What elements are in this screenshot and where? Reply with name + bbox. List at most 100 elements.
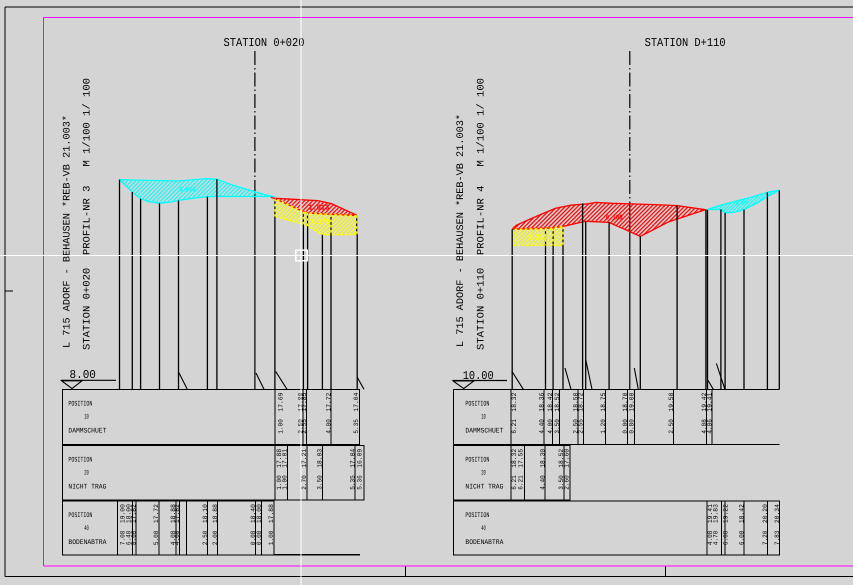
svg-text:2.60: 2.60: [564, 475, 571, 490]
svg-text:4.00: 4.00: [325, 419, 332, 434]
svg-text:5.00: 5.00: [153, 531, 160, 546]
svg-text:0.00: 0.00: [622, 419, 629, 434]
svg-text:POSITION: POSITION: [465, 457, 489, 465]
svg-text:8.00: 8.00: [131, 531, 138, 546]
svg-text:3.50: 3.50: [317, 475, 324, 490]
svg-text:1.013: 1.013: [308, 203, 329, 212]
svg-text:NICHT TRAG: NICHT TRAG: [68, 484, 106, 492]
svg-text:18.40: 18.40: [250, 504, 257, 523]
svg-text:17.55: 17.55: [517, 449, 524, 468]
svg-text:20: 20: [84, 470, 89, 478]
svg-text:2.50: 2.50: [573, 419, 580, 434]
svg-text:6.21: 6.21: [517, 475, 524, 490]
svg-text:17.04: 17.04: [353, 393, 360, 412]
svg-text:0.08: 0.08: [250, 531, 257, 546]
svg-text:7.83: 7.83: [774, 531, 781, 546]
svg-text:17.60: 17.60: [564, 449, 571, 468]
svg-text:4.08: 4.08: [707, 531, 714, 546]
svg-text:18.42: 18.42: [547, 393, 554, 412]
svg-text:17.01: 17.01: [282, 449, 289, 468]
svg-text:18.88: 18.88: [212, 504, 219, 523]
svg-text:2.55: 2.55: [578, 419, 585, 434]
svg-text:18.52: 18.52: [554, 393, 561, 412]
svg-text:20.34: 20.34: [774, 504, 781, 523]
svg-text:4.40: 4.40: [539, 419, 546, 434]
svg-text:7.08: 7.08: [119, 531, 126, 546]
svg-text:NICHT TRAG: NICHT TRAG: [465, 484, 503, 492]
svg-text:17.04: 17.04: [349, 449, 356, 468]
svg-text:2.50: 2.50: [668, 419, 675, 434]
svg-text:DAMMSCHUET: DAMMSCHUET: [68, 427, 106, 435]
svg-text:16.09: 16.09: [357, 449, 364, 468]
svg-text:L 715 ADORF - BEHAUSEN *REB-VB: L 715 ADORF - BEHAUSEN *REB-VB 21.003*: [455, 114, 467, 347]
svg-text:POSITION: POSITION: [465, 401, 489, 409]
svg-text:6.21: 6.21: [511, 419, 518, 434]
svg-text:2.70: 2.70: [301, 475, 308, 490]
svg-text:5.35: 5.35: [349, 475, 356, 490]
svg-text:DAMMSCHUET: DAMMSCHUET: [465, 427, 503, 435]
svg-text:6.00: 6.00: [739, 531, 746, 546]
svg-text:18.32: 18.32: [511, 449, 518, 468]
svg-text:2.55: 2.55: [301, 419, 308, 434]
svg-text:7.20: 7.20: [762, 531, 769, 546]
svg-text:18.00: 18.00: [126, 504, 133, 523]
svg-text:1.00: 1.00: [276, 475, 283, 490]
svg-text:18.36: 18.36: [539, 393, 546, 412]
svg-text:17.69: 17.69: [277, 393, 284, 412]
svg-text:4.08: 4.08: [170, 531, 177, 546]
svg-text:STATION 0+020: STATION 0+020: [224, 36, 305, 50]
svg-text:18.75: 18.75: [600, 393, 607, 412]
svg-text:19.83: 19.83: [713, 504, 720, 523]
svg-text:18.10: 18.10: [202, 504, 209, 523]
svg-text:18.32: 18.32: [511, 393, 518, 412]
svg-text:1.00: 1.00: [268, 531, 275, 546]
svg-text:19.41: 19.41: [707, 504, 714, 523]
svg-text:6.21: 6.21: [511, 475, 518, 490]
svg-text:1.20: 1.20: [600, 419, 607, 434]
svg-text:40: 40: [84, 525, 89, 533]
svg-text:17.82: 17.82: [174, 504, 181, 523]
svg-text:20.20: 20.20: [762, 504, 769, 523]
svg-text:BODENABTRA: BODENABTRA: [465, 539, 504, 547]
svg-text:19.42: 19.42: [701, 393, 708, 412]
svg-text:POSITION: POSITION: [68, 401, 92, 409]
svg-text:18.72: 18.72: [578, 393, 585, 412]
svg-text:1.00: 1.00: [282, 475, 289, 490]
svg-text:4.06: 4.06: [707, 419, 714, 434]
svg-text:10: 10: [84, 413, 89, 421]
svg-text:L 715 ADORF - BEHAUSEN *REB-VB: L 715 ADORF - BEHAUSEN *REB-VB 21.003*: [62, 115, 74, 348]
svg-text:0.314: 0.314: [529, 234, 548, 243]
svg-text:18.88: 18.88: [170, 504, 177, 523]
svg-text:20: 20: [481, 470, 486, 478]
svg-text:6.40: 6.40: [126, 531, 133, 546]
svg-text:10: 10: [481, 413, 486, 421]
svg-text:5.36: 5.36: [357, 475, 364, 490]
svg-text:0.054: 0.054: [735, 198, 749, 208]
svg-text:4.173: 4.173: [311, 218, 330, 227]
svg-text:POSITION: POSITION: [68, 457, 92, 465]
svg-text:2.50: 2.50: [202, 531, 209, 546]
svg-text:10.00: 10.00: [463, 369, 494, 383]
svg-text:17.21: 17.21: [301, 449, 308, 468]
svg-text:5.35: 5.35: [353, 419, 360, 434]
svg-text:1.00: 1.00: [277, 419, 284, 434]
svg-text:18.03: 18.03: [317, 449, 324, 468]
svg-text:18.30: 18.30: [540, 449, 547, 468]
svg-text:3.50: 3.50: [554, 419, 561, 434]
svg-text:18.00: 18.00: [256, 504, 263, 523]
svg-text:18.52: 18.52: [558, 449, 565, 468]
svg-text:STATION 0+020 PROFIL-NR 3 M: STATION 0+020 PROFIL-NR 3 M 1/100 1/ 100: [82, 78, 94, 350]
svg-text:18.42: 18.42: [739, 504, 746, 523]
svg-text:17.85: 17.85: [301, 393, 308, 412]
svg-text:19.22: 19.22: [722, 504, 729, 523]
svg-text:40: 40: [481, 525, 486, 533]
svg-text:POSITION: POSITION: [68, 512, 92, 520]
svg-text:18.50: 18.50: [573, 393, 580, 412]
svg-text:POSITION: POSITION: [465, 512, 489, 520]
svg-text:17.88: 17.88: [276, 449, 283, 468]
svg-text:17.72: 17.72: [153, 504, 160, 523]
svg-text:17.72: 17.72: [325, 393, 332, 412]
svg-text:4.08: 4.08: [701, 419, 708, 434]
svg-text:0.80: 0.80: [629, 419, 636, 434]
svg-text:0.033: 0.033: [180, 186, 196, 194]
